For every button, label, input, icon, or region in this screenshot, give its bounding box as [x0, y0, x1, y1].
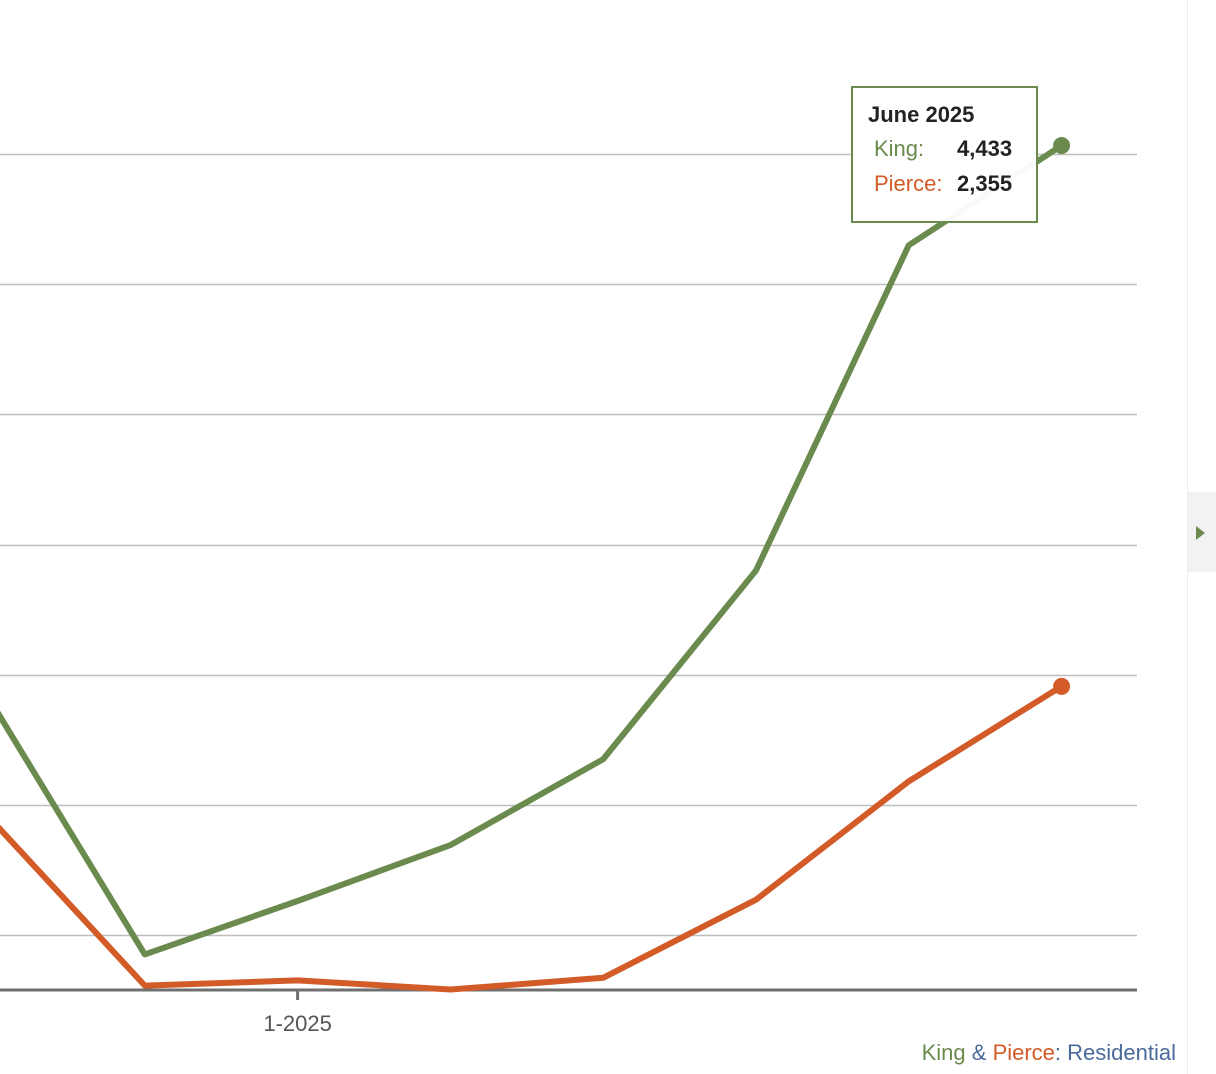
x-axis: 1-2025: [0, 988, 1137, 1036]
data-point-king: [1053, 137, 1071, 155]
expand-panel-button[interactable]: [1188, 492, 1216, 572]
subtitle-residential: Residential: [1067, 1040, 1176, 1065]
tooltip-value-king: 4,433: [957, 136, 1013, 161]
series-lines: [0, 137, 1071, 993]
tooltip-row-pierce: Pierce: 2,355: [868, 171, 1036, 206]
subtitle-ampersand: &: [965, 1040, 993, 1065]
series-line-pierce: [0, 683, 1064, 993]
x-tick-label: 1-2025: [263, 1011, 332, 1036]
data-tooltip: June 2025 King: 4,433 Pierce: 2,355: [851, 86, 1038, 223]
tooltip-title: June 2025: [868, 102, 975, 127]
chart-subtitle: King & Pierce: Residential: [922, 1040, 1176, 1066]
subtitle-king: King: [921, 1040, 966, 1065]
line-chart: 1-2025: [0, 137, 1137, 1036]
tooltip-label-pierce: Pierce:: [874, 171, 943, 196]
subtitle-pierce: Pierce: [992, 1040, 1055, 1065]
series-line-king: [0, 142, 1064, 958]
subtitle-colon: :: [1054, 1040, 1068, 1065]
tooltip-value-pierce: 2,355: [957, 171, 1013, 196]
tooltip-row-king: King: 4,433: [868, 136, 1036, 171]
tooltip-label-king: King:: [874, 136, 925, 161]
data-point-pierce: [1053, 677, 1071, 695]
gridlines: [0, 153, 1137, 937]
chevron-right-icon: [1196, 526, 1205, 540]
